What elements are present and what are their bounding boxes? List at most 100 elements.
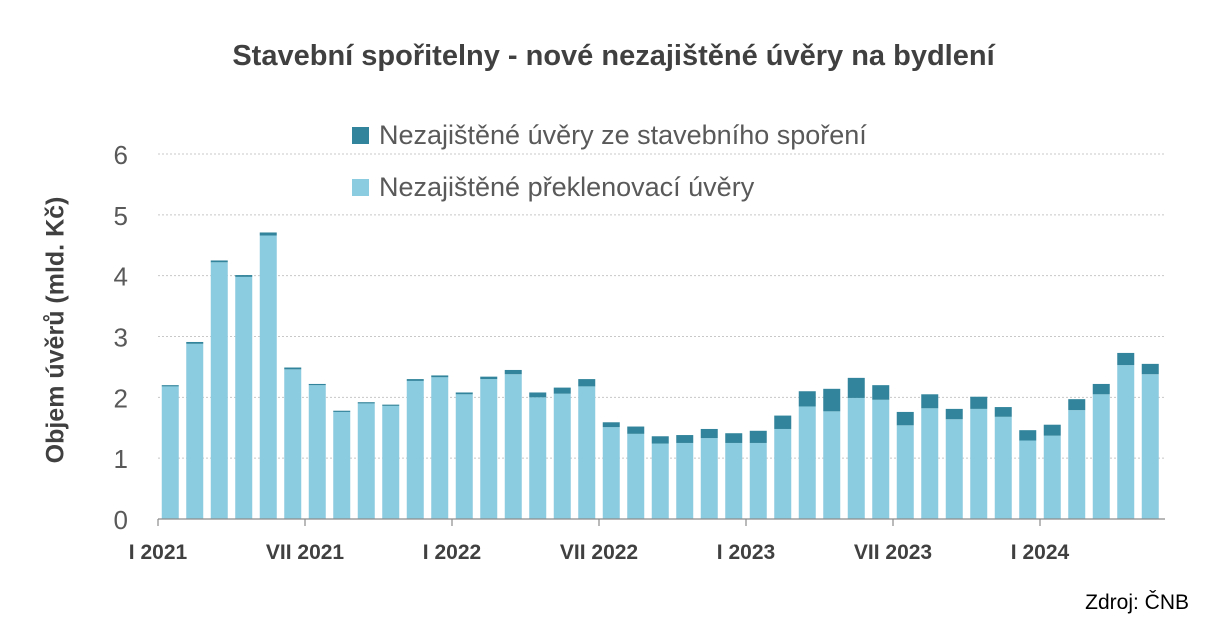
bar-bridging-loans [406,380,424,519]
legend-item-savings-loans: Nezajištěné úvěry ze stavebního spoření [352,120,867,151]
bar-bridging-loans [823,411,841,519]
bar-bridging-loans [455,394,473,519]
bar-savings-loans [1141,363,1159,375]
bar-savings-loans [921,394,939,409]
axes: 0 1 2 3 4 5 6 I 2021 VII 2021 I 2022 VII 2022 I 202… [114,140,1165,564]
bar-bridging-loans [333,411,351,519]
bar-bridging-loans [480,379,498,519]
bar-savings-loans [798,391,816,407]
bar-savings-loans [308,383,326,386]
bar-savings-loans [357,402,375,404]
legend-item-bridging-loans: Nezajištěné překlenovací úvěry [352,172,754,203]
bar-bridging-loans [210,262,228,519]
bar-savings-loans [872,385,890,400]
x-tick-label: VII 2021 [266,541,345,564]
bar-bridging-loans [578,386,596,519]
x-tick-label: I 2024 [1011,541,1070,564]
bar-savings-loans [455,392,473,395]
bar-bridging-loans [872,399,890,519]
bar-bridging-loans [382,405,400,519]
legend-label: Nezajištěné překlenovací úvěry [379,172,755,202]
bar-savings-loans [333,410,351,412]
legend-label: Nezajištěné úvěry ze stavebního spoření [379,120,867,150]
x-tick-label: I 2022 [423,541,481,564]
bar-savings-loans [994,407,1012,417]
x-tick-label: VII 2022 [560,541,638,564]
x-tick-label: VII 2023 [854,541,932,564]
bar-savings-loans [284,367,302,370]
bars [161,232,1159,519]
bar-savings-loans [382,404,400,406]
bar-savings-loans [1068,399,1086,411]
bar-bridging-loans [259,235,277,519]
bar-bridging-loans [896,425,914,519]
bar-bridging-loans [627,433,645,519]
bar-savings-loans [578,379,596,387]
bar-bridging-loans [602,427,620,519]
bar-savings-loans [749,430,767,443]
bar-bridging-loans [553,393,571,519]
legend-swatch-light [352,179,369,196]
bar-bridging-loans [235,276,253,519]
bar-savings-loans [774,415,792,429]
bar-bridging-loans [1019,440,1037,519]
bar-bridging-loans [676,442,694,519]
bar-bridging-loans [847,397,865,519]
y-tick-label: 6 [114,140,128,170]
y-tick-label: 3 [114,323,128,353]
bar-savings-loans [504,369,522,375]
bar-savings-loans [431,375,449,378]
bar-savings-loans [480,376,498,380]
y-tick-label: 1 [114,444,128,474]
bar-savings-loans [210,260,228,263]
bar-bridging-loans [161,386,179,519]
bar-savings-loans [1043,424,1061,436]
bar-bridging-loans [774,428,792,519]
bar-bridging-loans [798,406,816,519]
bar-bridging-loans [504,374,522,519]
y-tick-label: 4 [114,262,128,292]
y-tick-label: 5 [114,201,128,231]
bar-savings-loans [529,392,547,398]
bar-bridging-loans [1117,365,1135,519]
bar-bridging-loans [1141,374,1159,519]
bar-savings-loans [1117,352,1135,366]
bar-bridging-loans [1068,410,1086,519]
bar-savings-loans [896,411,914,426]
bar-bridging-loans [700,438,718,519]
source-note: Zdroj: ČNB [1085,591,1189,614]
y-tick-label: 0 [114,505,128,535]
bar-bridging-loans [725,442,743,519]
bar-bridging-loans [945,419,963,519]
bar-bridging-loans [1043,435,1061,519]
legend-swatch-dark [352,127,369,144]
bar-savings-loans [676,435,694,443]
bar-bridging-loans [308,385,326,519]
bar-bridging-loans [970,408,988,519]
bar-savings-loans [161,385,179,387]
bar-savings-loans [945,408,963,420]
bar-bridging-loans [431,377,449,519]
x-tick-label: I 2021 [129,541,188,564]
bar-savings-loans [259,232,277,236]
bar-bridging-loans [186,343,204,519]
bar-savings-loans [700,428,718,439]
bar-savings-loans [627,426,645,434]
bar-savings-loans [406,379,424,381]
chart-title: Stavební spořitelny - nové nezajištěné ú… [232,40,995,72]
y-axis-label: Objem úvěrů (mld. Kč) [41,196,70,464]
y-tick-label: 2 [114,383,128,413]
bar-bridging-loans [921,408,939,519]
bar-savings-loans [186,341,204,344]
bar-bridging-loans [529,397,547,519]
bar-savings-loans [553,387,571,394]
bar-savings-loans [651,436,669,444]
bar-savings-loans [602,422,620,428]
bar-bridging-loans [749,442,767,519]
bar-bridging-loans [651,443,669,519]
bar-bridging-loans [284,369,302,519]
bar-bridging-loans [1092,394,1110,519]
bar-savings-loans [823,388,841,412]
bar-savings-loans [1019,430,1037,441]
